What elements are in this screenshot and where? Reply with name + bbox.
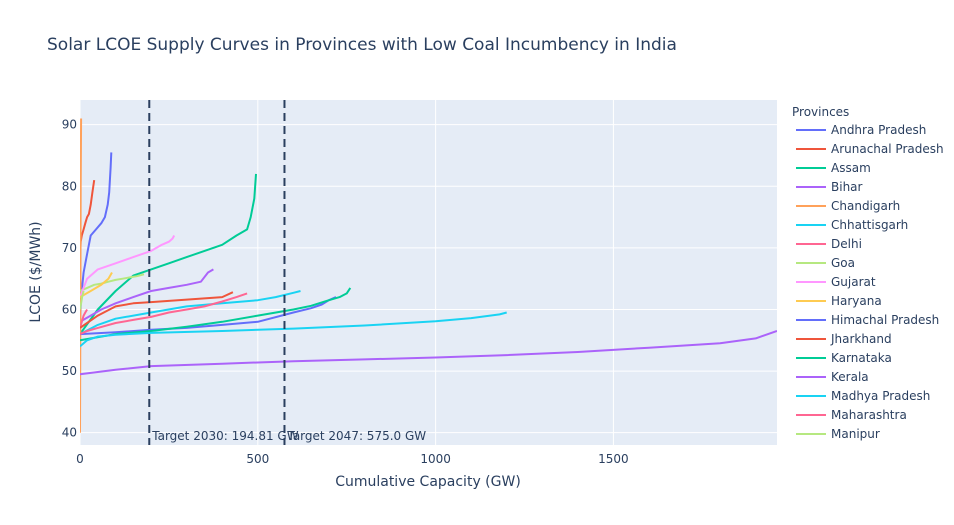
legend-label: Bihar: [831, 180, 863, 194]
legend-label: Himachal Pradesh: [831, 313, 939, 327]
legend-item[interactable]: Bihar: [796, 180, 863, 194]
series-line-1[interactable]: [80, 152, 113, 322]
legend-item[interactable]: Delhi: [796, 237, 862, 251]
legend-item[interactable]: Haryana: [796, 294, 882, 308]
legend-item[interactable]: Jharkhand: [796, 332, 892, 346]
series-line-11[interactable]: [80, 296, 337, 336]
y-tick-label: 60: [62, 302, 77, 316]
x-tick-label: 0: [76, 452, 84, 466]
legend-label: Kerala: [831, 370, 869, 384]
y-tick-label: 50: [62, 364, 77, 378]
series-line-13[interactable]: [80, 287, 352, 342]
legend-item[interactable]: Manipur: [796, 427, 880, 441]
y-tick-label: 70: [62, 241, 77, 255]
series-line-7[interactable]: [80, 308, 88, 329]
series-line-12[interactable]: [80, 291, 234, 329]
target-annotation-1: Target 2030: 194.81 GW: [151, 429, 298, 443]
plot-area: [80, 100, 777, 445]
series-line-6[interactable]: [80, 290, 301, 335]
series-line-17[interactable]: [80, 290, 85, 310]
series-line-8[interactable]: [80, 273, 145, 292]
target-annotation-2: Target 2047: 575.0 GW: [286, 429, 426, 443]
legend-label: Chhattisgarh: [831, 218, 908, 232]
y-axis-label: LCOE ($/MWh): [28, 221, 44, 322]
x-tick-label: 1500: [598, 452, 629, 466]
series-line-16[interactable]: [80, 292, 248, 336]
legend-label: Madhya Pradesh: [831, 389, 930, 403]
legend-item[interactable]: Karnataka: [796, 351, 892, 365]
x-tick-label: 500: [246, 452, 269, 466]
chart-title: Solar LCOE Supply Curves in Provinces wi…: [47, 35, 677, 55]
legend-label: Gujarat: [831, 275, 876, 289]
y-tick-label: 80: [62, 179, 77, 193]
legend-label: Delhi: [831, 237, 862, 251]
series-line-10[interactable]: [80, 271, 113, 298]
legend-item[interactable]: Andhra Pradesh: [796, 123, 926, 137]
legend-item[interactable]: Chhattisgarh: [796, 218, 908, 232]
legend-label: Manipur: [831, 427, 880, 441]
legend-item[interactable]: Madhya Pradesh: [796, 389, 930, 403]
legend-label: Goa: [831, 256, 855, 270]
legend-item[interactable]: Himachal Pradesh: [796, 313, 939, 327]
series-line-9[interactable]: [80, 235, 176, 298]
series-line-4[interactable]: [80, 268, 214, 323]
x-tick-labels: 0 500 1000 1500: [76, 452, 629, 466]
x-axis-label: Cumulative Capacity (GW): [335, 474, 521, 490]
x-tick-label: 1000: [420, 452, 451, 466]
y-tick-label: 40: [62, 426, 77, 440]
y-tick-label: 90: [62, 118, 77, 132]
legend-label: Maharashtra: [831, 408, 907, 422]
legend-item[interactable]: Maharashtra: [796, 408, 907, 422]
legend-label: Haryana: [831, 294, 882, 308]
series-line-15[interactable]: [80, 311, 507, 348]
legend[interactable]: Andhra Pradesh Arunachal Pradesh Assam Biha…: [796, 123, 944, 441]
legend-title: Provinces: [792, 105, 849, 119]
y-tick-labels: 40 50 60 70 80 90: [62, 118, 77, 440]
legend-label: Assam: [831, 161, 871, 175]
legend-label: Karnataka: [831, 351, 892, 365]
legend-item[interactable]: Arunachal Pradesh: [796, 142, 944, 156]
legend-item[interactable]: Gujarat: [796, 275, 876, 289]
legend-label: Jharkhand: [830, 332, 892, 346]
series-line-14[interactable]: [80, 330, 777, 376]
series-line-5[interactable]: [80, 118, 83, 433]
gridlines: [79, 100, 777, 445]
legend-label: Chandigarh: [831, 199, 900, 213]
legend-label: Arunachal Pradesh: [831, 142, 944, 156]
series-line-3[interactable]: [80, 173, 257, 335]
series-lines: [80, 118, 777, 433]
legend-label: Andhra Pradesh: [831, 123, 926, 137]
legend-item[interactable]: Goa: [796, 256, 855, 270]
legend-item[interactable]: Kerala: [796, 370, 869, 384]
legend-item[interactable]: Assam: [796, 161, 871, 175]
legend-item[interactable]: Chandigarh: [796, 199, 900, 213]
